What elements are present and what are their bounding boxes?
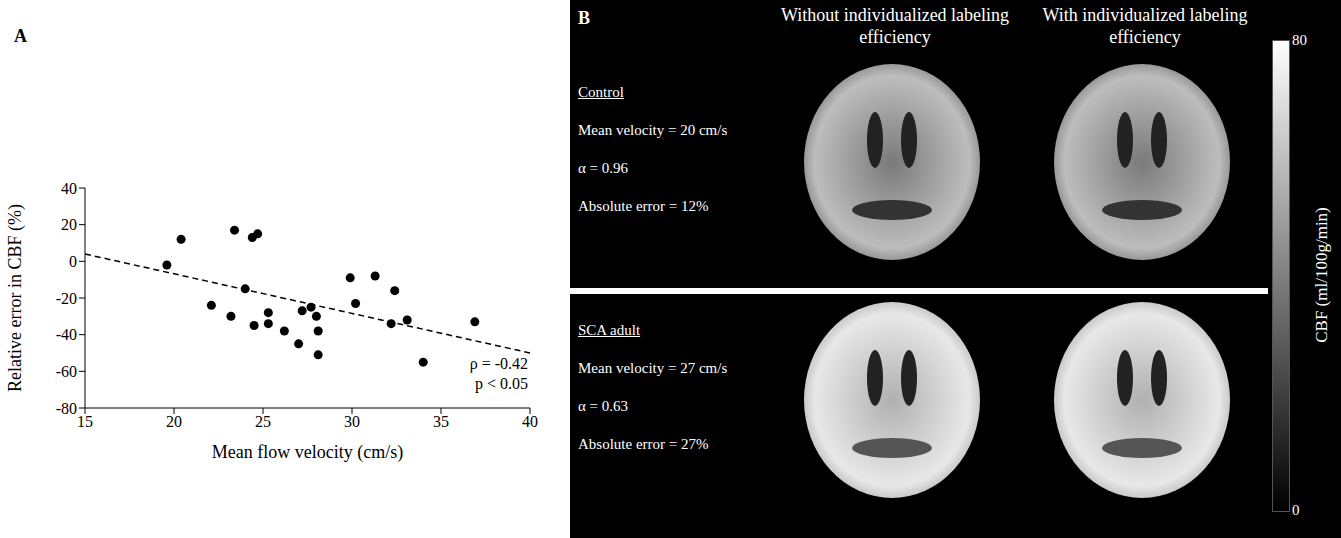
svg-text:-20: -20 — [56, 290, 77, 307]
html-text:B: B — [578, 8, 590, 28]
svg-text:35: 35 — [433, 413, 449, 430]
html-text:A: A — [14, 26, 27, 46]
svg-text:25: 25 — [255, 413, 271, 430]
html-text:Without individualized labelin: Without individualized labeling efficien… — [780, 5, 1010, 47]
svg-text:20: 20 — [61, 216, 77, 233]
svg-text:-60: -60 — [56, 363, 77, 380]
svg-text:15: 15 — [77, 413, 93, 430]
html-text:ρ = -0.42: ρ = -0.42 — [469, 354, 528, 372]
svg-text:Mean flow velocity (cm/s): Mean flow velocity (cm/s) — [212, 442, 403, 463]
svg-text:0: 0 — [69, 253, 77, 270]
html-text:α = 0.63: α = 0.63 — [578, 398, 629, 414]
html-text:SCA adult: SCA adult — [578, 322, 641, 338]
svg-text:40: 40 — [61, 180, 77, 197]
html-text:Absolute error = 27%: Absolute error = 27% — [578, 436, 709, 452]
html-text:With individualized labeling e: With individualized labeling efficiency — [1042, 5, 1248, 47]
html-text:Mean velocity = 27 cm/s: Mean velocity = 27 cm/s — [578, 360, 728, 376]
svg-text:20: 20 — [166, 413, 182, 430]
html-text:CBF (ml/100g/min): CBF (ml/100g/min) — [1312, 207, 1331, 343]
svg-text:Relative error in CBF (%): Relative error in CBF (%) — [5, 204, 26, 392]
html-text:Absolute error = 12%: Absolute error = 12% — [578, 198, 709, 214]
html-text:p < 0.05: p < 0.05 — [475, 374, 528, 392]
html-text:Control: Control — [578, 84, 624, 100]
html-text:80: 80 — [1292, 32, 1307, 48]
svg-text:-40: -40 — [56, 326, 77, 343]
svg-text:-80: -80 — [56, 400, 77, 417]
svg-text:40: 40 — [522, 413, 538, 430]
html-text:Mean velocity = 20 cm/s: Mean velocity = 20 cm/s — [578, 122, 728, 138]
html-text:α = 0.96: α = 0.96 — [578, 160, 629, 176]
html-text:0: 0 — [1292, 502, 1300, 518]
svg-text:30: 30 — [344, 413, 360, 430]
